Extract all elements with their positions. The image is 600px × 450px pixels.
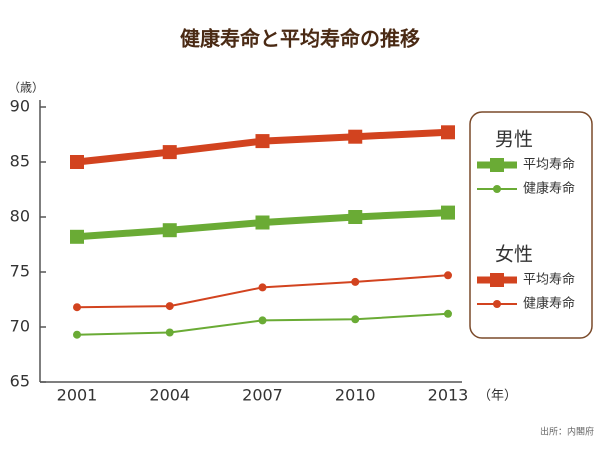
data-point [351,277,360,286]
data-point [162,223,177,238]
data-point [348,129,363,144]
y-tick-label: 65 [10,372,30,391]
data-point [444,309,452,318]
x-tick-label: 2007 [242,386,283,405]
legend-swatch-marker [490,158,504,172]
data-point [444,271,452,280]
x-axis-label: （年） [478,389,517,404]
data-point [165,302,174,311]
data-point [258,283,267,292]
data-point [441,125,455,140]
data-point [162,145,177,160]
data-point [258,316,267,325]
legend-swatch-marker [493,300,501,308]
legend-label: 健康寿命 [523,181,575,197]
x-tick-label: 2004 [149,386,190,405]
data-point [255,134,270,149]
data-point [351,315,360,324]
legend-label: 平均寿命 [523,272,575,288]
x-tick-label: 2001 [57,386,98,405]
legend-label: 健康寿命 [523,296,575,312]
x-tick-label: 2010 [335,386,376,405]
data-point [70,229,84,244]
legend-swatch-marker [493,185,501,193]
legend-group-title: 男性 [495,129,533,151]
y-tick-label: 70 [10,317,30,336]
legend-group-title: 女性 [495,244,533,266]
data-point [73,330,81,339]
y-tick-label: 90 [10,97,30,116]
source-note: 出所：内閣府 [540,426,594,438]
data-point [441,205,455,220]
y-axis-label: （歳） [8,81,44,95]
y-tick-label: 85 [10,152,30,171]
chart-title: 健康寿命と平均寿命の推移 [180,27,420,51]
data-point [255,215,270,230]
legend-swatch-marker [490,273,504,287]
data-point [165,328,174,337]
y-tick-label: 80 [10,207,30,226]
x-tick-label: 2013 [428,386,469,405]
data-point [70,155,84,169]
y-tick-label: 75 [10,262,30,281]
legend-label: 平均寿命 [523,157,575,173]
data-point [348,210,363,224]
data-point [73,303,81,312]
